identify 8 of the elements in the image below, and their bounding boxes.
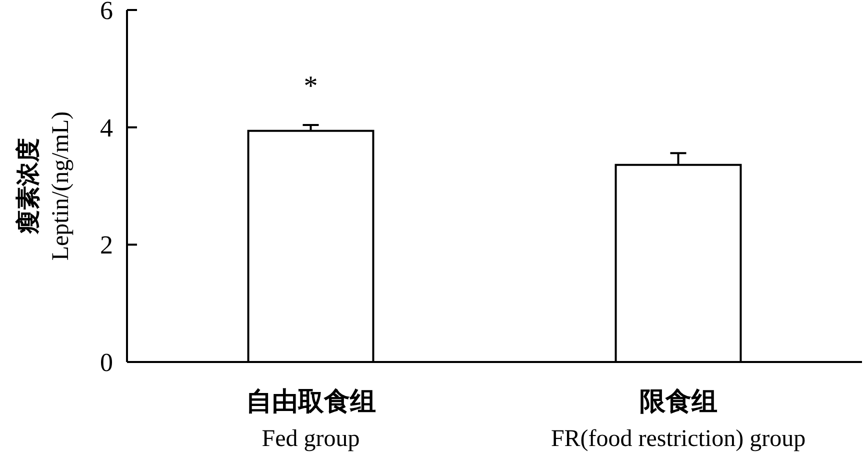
- y-tick-label: 2: [100, 230, 113, 260]
- x-tick-label: 限食组 FR(food restriction) group: [550, 387, 806, 452]
- x-tick-label: 自由取食组 Fed group: [246, 387, 376, 452]
- y-tick-label: 6: [100, 0, 113, 25]
- y-axis-title: 瘦素浓度 Leptin/(ng/mL): [15, 111, 74, 261]
- y-tick-label: 4: [100, 113, 113, 142]
- annotation: *: [304, 70, 318, 102]
- y-tick-label: 0: [100, 348, 113, 377]
